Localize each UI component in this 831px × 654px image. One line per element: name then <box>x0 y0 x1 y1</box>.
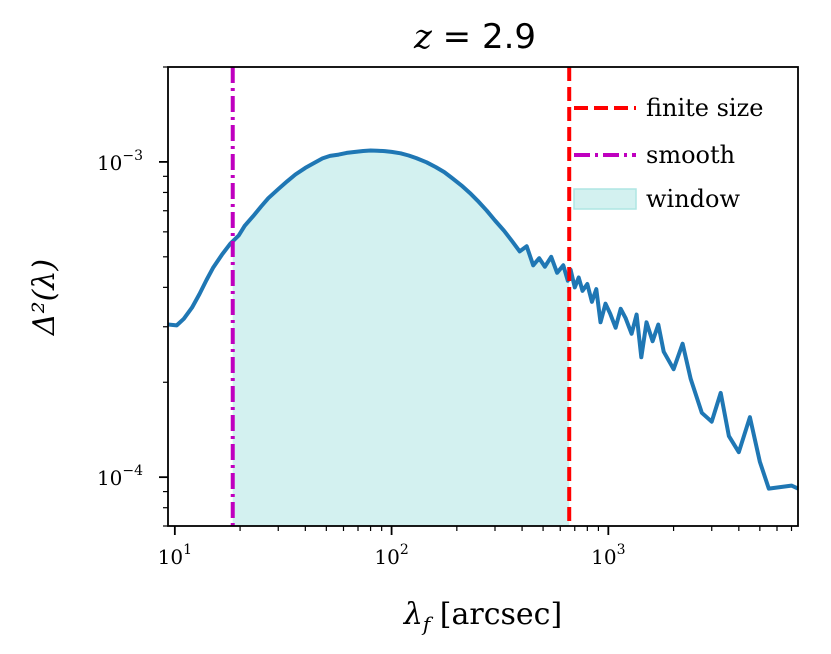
x-axis-unit: [arcsec] <box>430 597 562 632</box>
plot-frame <box>167 66 799 527</box>
legend-smooth-label: smooth <box>646 141 735 169</box>
y-axis: 10−410−3 <box>97 66 168 527</box>
x-tick-exponent: 3 <box>617 542 626 558</box>
x-tick-base: 10 <box>591 545 616 569</box>
x-tick-exponent: 2 <box>400 542 409 558</box>
y-tick-exponent: −4 <box>122 463 143 479</box>
x-tick-label: 102 <box>374 542 408 569</box>
x-tick-label: 101 <box>158 542 192 569</box>
window-region <box>232 150 570 526</box>
y-axis-label: Δ²(λ) <box>27 259 62 336</box>
legend: finite size smooth window <box>573 94 763 213</box>
y-tick-label: 10−3 <box>97 148 143 175</box>
x-tick-base: 10 <box>374 545 399 569</box>
power-spectrum-line <box>168 148 798 491</box>
x-axis: 101 102 103 <box>158 526 793 569</box>
x-tick-base: 10 <box>158 545 183 569</box>
y-tick-base: 10 <box>97 151 122 175</box>
legend-window-swatch <box>573 188 637 210</box>
y-tick-label: 10−4 <box>97 463 143 490</box>
chart-title: z = 2.9 <box>413 17 536 57</box>
y-tick-base: 10 <box>97 466 122 490</box>
x-tick-exponent: 1 <box>183 542 192 558</box>
title-variable: z <box>413 17 433 57</box>
x-axis-symbol: λ <box>403 597 423 632</box>
legend-finite-size-label: finite size <box>646 94 763 122</box>
title-value: = 2.9 <box>432 17 536 57</box>
y-tick-exponent: −3 <box>122 148 143 164</box>
x-tick-label: 103 <box>591 542 625 569</box>
x-axis-label: λf [arcsec] <box>403 597 562 636</box>
legend-window-label: window <box>646 185 740 213</box>
